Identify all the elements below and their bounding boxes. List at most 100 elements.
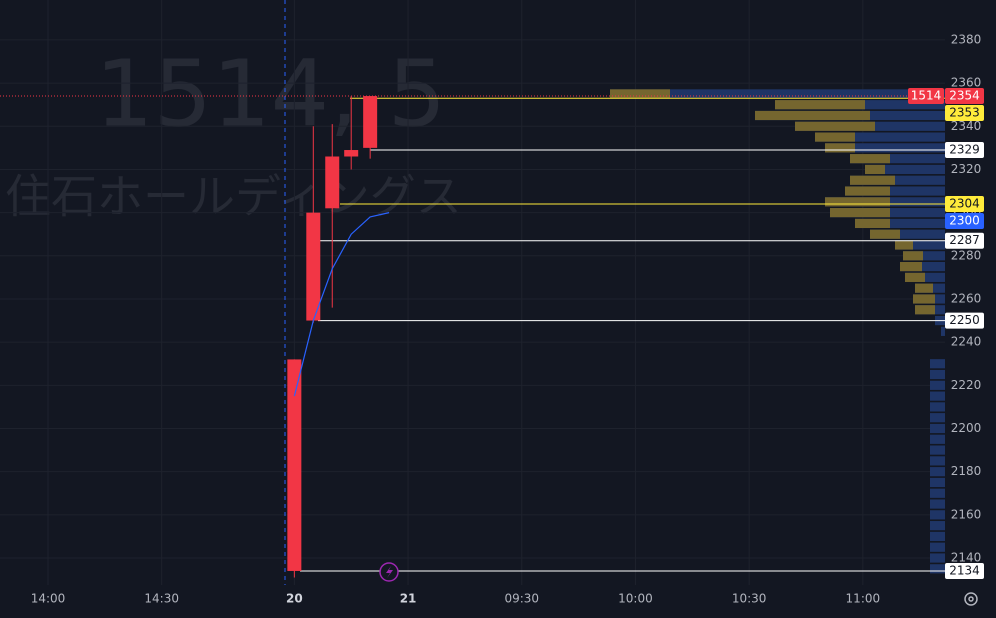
profile-bar (930, 542, 945, 552)
price-label-box (945, 142, 984, 159)
price-label: 2304 (949, 196, 980, 210)
y-tick-label: 2240 (951, 335, 982, 349)
profile-bar (930, 477, 945, 488)
profile-bar (850, 175, 945, 185)
y-tick-label: 2260 (951, 291, 982, 305)
settings-icon[interactable] (964, 592, 978, 606)
profile-part (825, 143, 855, 153)
profile-part (850, 175, 895, 185)
profile-bar (815, 132, 945, 142)
x-tick-label: 10:30 (732, 592, 767, 606)
profile-bar (930, 531, 945, 542)
profile-part (915, 305, 935, 315)
price-label-box (945, 212, 984, 229)
profile-bar (941, 326, 945, 336)
x-tick-label: 20 (286, 592, 303, 606)
profile-bar (930, 380, 945, 390)
profile-part (775, 100, 865, 110)
profile-bar (930, 521, 945, 531)
profile-part (815, 132, 855, 142)
price-label: 2329 (949, 143, 980, 157)
profile-part (913, 294, 935, 304)
profile-bar (930, 510, 945, 520)
candle-body (306, 212, 321, 321)
profile-part (915, 283, 933, 293)
y-tick-label: 2140 (951, 551, 982, 565)
price-tag-box (908, 88, 944, 105)
profile-bar (895, 240, 945, 250)
price-label: 2353 (949, 106, 980, 120)
profile-part (903, 251, 923, 261)
profile-bar (870, 229, 945, 239)
profile-bar (930, 391, 945, 401)
price-label: 2134 (949, 563, 980, 577)
profile-bar (865, 164, 945, 175)
profile-bar (930, 423, 945, 434)
x-tick-label: 11:00 (846, 592, 881, 606)
x-tick-label: 21 (400, 592, 417, 606)
y-tick-label: 2320 (951, 162, 982, 176)
x-tick-label: 10:00 (618, 592, 653, 606)
profile-part (825, 197, 890, 207)
profile-bar (855, 218, 945, 229)
profile-bar (930, 488, 945, 498)
profile-bar (930, 467, 945, 477)
price-label: 2354 (949, 89, 980, 103)
candle-body (344, 150, 359, 157)
profile-part (850, 154, 890, 164)
profile-part (865, 164, 885, 175)
candle-body (325, 156, 340, 209)
price-tag: 1514 (911, 89, 942, 103)
profile-part (610, 89, 670, 99)
profile-bar (930, 434, 945, 444)
watermark-name: 住石ホールディングス (5, 170, 462, 224)
x-tick-label: 14:30 (144, 592, 179, 606)
price-label: 2287 (949, 233, 980, 247)
price-label-box (945, 562, 984, 579)
profile-bar (930, 359, 945, 369)
price-label: 2300 (949, 213, 980, 227)
price-label: 2250 (949, 313, 980, 327)
y-tick-label: 2180 (951, 464, 982, 478)
profile-part (900, 261, 922, 272)
profile-bar (930, 564, 945, 574)
y-tick-label: 2380 (951, 32, 982, 46)
profile-bar (930, 456, 945, 466)
y-tick-label: 2200 (951, 421, 982, 435)
profile-bar (930, 553, 945, 563)
price-label-box (945, 232, 984, 249)
profile-bar (930, 413, 945, 423)
profile-bar (930, 445, 945, 455)
profile-bar (903, 251, 945, 261)
candle-body (363, 96, 378, 148)
x-tick-label: 09:30 (504, 592, 539, 606)
profile-part (830, 208, 890, 218)
profile-part (845, 186, 890, 196)
y-tick-label: 2360 (951, 76, 982, 90)
profile-bar (610, 89, 945, 99)
y-tick-label: 2220 (951, 378, 982, 392)
candle-body (287, 359, 302, 571)
profile-bar (845, 186, 945, 196)
profile-bar (850, 154, 945, 164)
profile-part (795, 121, 875, 131)
event-icon-bolt (386, 566, 393, 578)
price-label-box (945, 312, 984, 329)
y-tick-label: 2340 (951, 119, 982, 133)
profile-bar (825, 143, 945, 153)
price-label-box (945, 105, 984, 122)
profile-part (855, 218, 890, 229)
profile-part (755, 110, 870, 121)
profile-bar (930, 402, 945, 412)
profile-bar (930, 369, 945, 380)
profile-part (905, 272, 925, 282)
profile-part (870, 229, 900, 239)
price-label-box (945, 195, 984, 212)
y-tick-label: 2160 (951, 507, 982, 521)
watermark-symbol: 1514, 5 (95, 40, 446, 147)
profile-bar (900, 261, 945, 272)
average-line (293, 212, 390, 397)
y-tick-label: 2280 (951, 248, 982, 262)
profile-part (895, 240, 913, 250)
